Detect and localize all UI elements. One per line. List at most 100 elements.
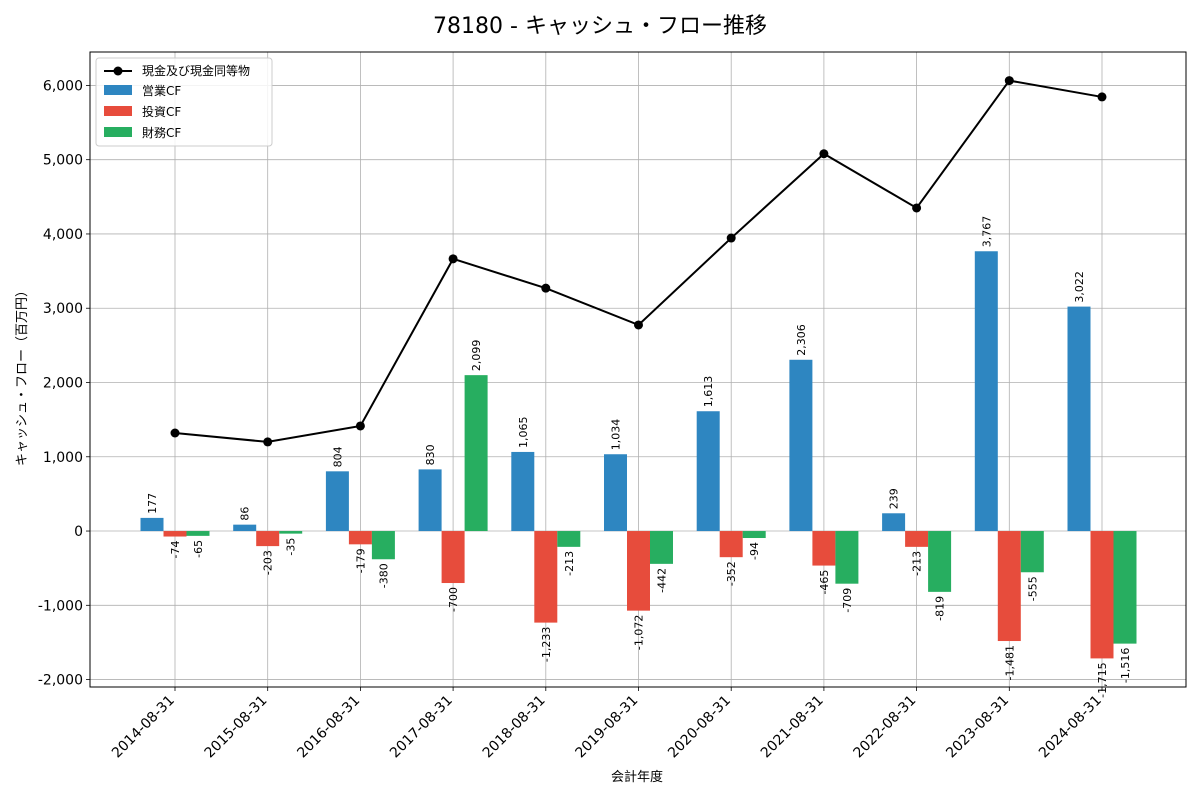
x-tick-label: 2020-08-31 xyxy=(665,693,734,762)
bar xyxy=(604,454,627,532)
y-tick-label: -1,000 xyxy=(38,598,83,614)
bar-value-label: -1,715 xyxy=(1096,662,1109,697)
legend-label: 投資CF xyxy=(142,104,181,119)
bar-value-label: -213 xyxy=(911,551,924,576)
line-point xyxy=(263,437,273,447)
bar-value-label: 804 xyxy=(331,446,344,467)
bar-value-label: -555 xyxy=(1026,576,1039,601)
cash-balance-line xyxy=(170,76,1107,447)
bar xyxy=(464,375,488,532)
y-tick-label: 4,000 xyxy=(43,227,83,243)
bar xyxy=(789,359,813,532)
legend-swatch xyxy=(104,127,132,137)
bar-value-label: -819 xyxy=(934,596,947,621)
bar xyxy=(627,531,650,611)
line-point xyxy=(170,428,180,438)
bars xyxy=(140,251,1137,659)
bar-value-label: -1,481 xyxy=(1003,645,1016,680)
y-tick-label: 6,000 xyxy=(43,78,83,94)
bar xyxy=(140,517,164,532)
bar-value-label: 177 xyxy=(146,493,159,514)
bar xyxy=(928,531,952,592)
x-tick-label: 2024-08-31 xyxy=(1036,693,1105,762)
bar-value-label: -1,072 xyxy=(633,615,646,650)
legend-box xyxy=(95,57,273,147)
y-tick-label: 0 xyxy=(74,524,83,540)
bar xyxy=(371,531,395,560)
bar xyxy=(882,513,906,532)
bar xyxy=(557,531,581,547)
legend-swatch xyxy=(104,85,132,95)
bar xyxy=(742,531,766,539)
x-tick-label: 2021-08-31 xyxy=(758,693,827,762)
bar xyxy=(186,531,210,536)
x-tick-label: 2017-08-31 xyxy=(387,693,456,762)
bar xyxy=(1067,306,1091,532)
bar-value-label: -203 xyxy=(262,550,275,575)
bar-value-label: -709 xyxy=(841,588,854,613)
plot-frame xyxy=(89,51,1187,688)
bar xyxy=(905,531,929,547)
bar-value-label: -1,516 xyxy=(1119,648,1132,683)
bar xyxy=(997,531,1021,642)
bar xyxy=(696,411,720,532)
bar-value-label: 86 xyxy=(239,507,252,521)
line-point xyxy=(726,233,736,243)
y-axis-label: キャッシュ・フロー（百万円） xyxy=(15,284,30,466)
legend-label: 現金及び現金同等物 xyxy=(142,63,250,78)
line-point xyxy=(819,149,829,159)
bar-value-label: -74 xyxy=(169,541,182,559)
y-tick-label: 2,000 xyxy=(43,375,83,391)
legend-swatch-marker xyxy=(113,66,123,76)
bar xyxy=(418,469,442,532)
bar-value-label: -65 xyxy=(192,540,205,558)
bar-value-label: -35 xyxy=(285,538,298,556)
bar-value-label: 830 xyxy=(424,444,437,465)
bar-value-label: -213 xyxy=(563,551,576,576)
bar xyxy=(650,531,673,564)
bar-value-label: -465 xyxy=(818,570,831,595)
bar xyxy=(256,531,280,547)
x-tick-label: 2019-08-31 xyxy=(572,693,641,762)
bar-value-label: -380 xyxy=(377,563,390,588)
bar-value-label: -352 xyxy=(725,561,738,586)
legend-label: 財務CF xyxy=(142,125,181,140)
bar xyxy=(348,531,372,545)
line-point xyxy=(448,254,458,264)
line-point xyxy=(912,203,922,213)
bar xyxy=(719,531,743,558)
bar-value-label: -1,233 xyxy=(540,627,553,662)
bar xyxy=(812,531,836,566)
bar xyxy=(163,531,187,537)
x-tick-label: 2015-08-31 xyxy=(202,693,271,762)
bar-value-label: 239 xyxy=(888,488,901,509)
bar xyxy=(1090,531,1114,659)
bar-value-label: 3,022 xyxy=(1073,271,1086,303)
bar-value-label: 3,767 xyxy=(980,216,993,248)
x-tick-label: 2014-08-31 xyxy=(109,693,178,762)
x-tick-label: 2023-08-31 xyxy=(943,693,1012,762)
chart-title: 78180 - キャッシュ・フロー推移 xyxy=(433,14,767,39)
line-point xyxy=(1004,76,1014,86)
bar-value-label: 1,065 xyxy=(517,416,530,448)
x-axis-label: 会計年度 xyxy=(611,769,663,785)
x-tick-label: 2016-08-31 xyxy=(294,693,363,762)
line-point xyxy=(541,283,551,293)
bar xyxy=(974,251,998,532)
bar xyxy=(279,531,303,534)
bar xyxy=(1020,531,1044,573)
y-tick-label: 3,000 xyxy=(43,301,83,317)
x-tick-label: 2018-08-31 xyxy=(480,693,549,762)
bar xyxy=(441,531,465,584)
bar-value-label: -442 xyxy=(656,568,669,593)
bar-value-label: 1,034 xyxy=(610,419,623,451)
bar xyxy=(233,524,257,532)
bar-value-label: 1,613 xyxy=(702,376,715,408)
bar-value-label: 2,099 xyxy=(470,340,483,372)
line-point xyxy=(1097,92,1107,102)
bar xyxy=(1113,531,1137,644)
bar-value-label: 2,306 xyxy=(795,324,808,356)
line-point xyxy=(355,421,365,431)
bar xyxy=(511,451,535,532)
